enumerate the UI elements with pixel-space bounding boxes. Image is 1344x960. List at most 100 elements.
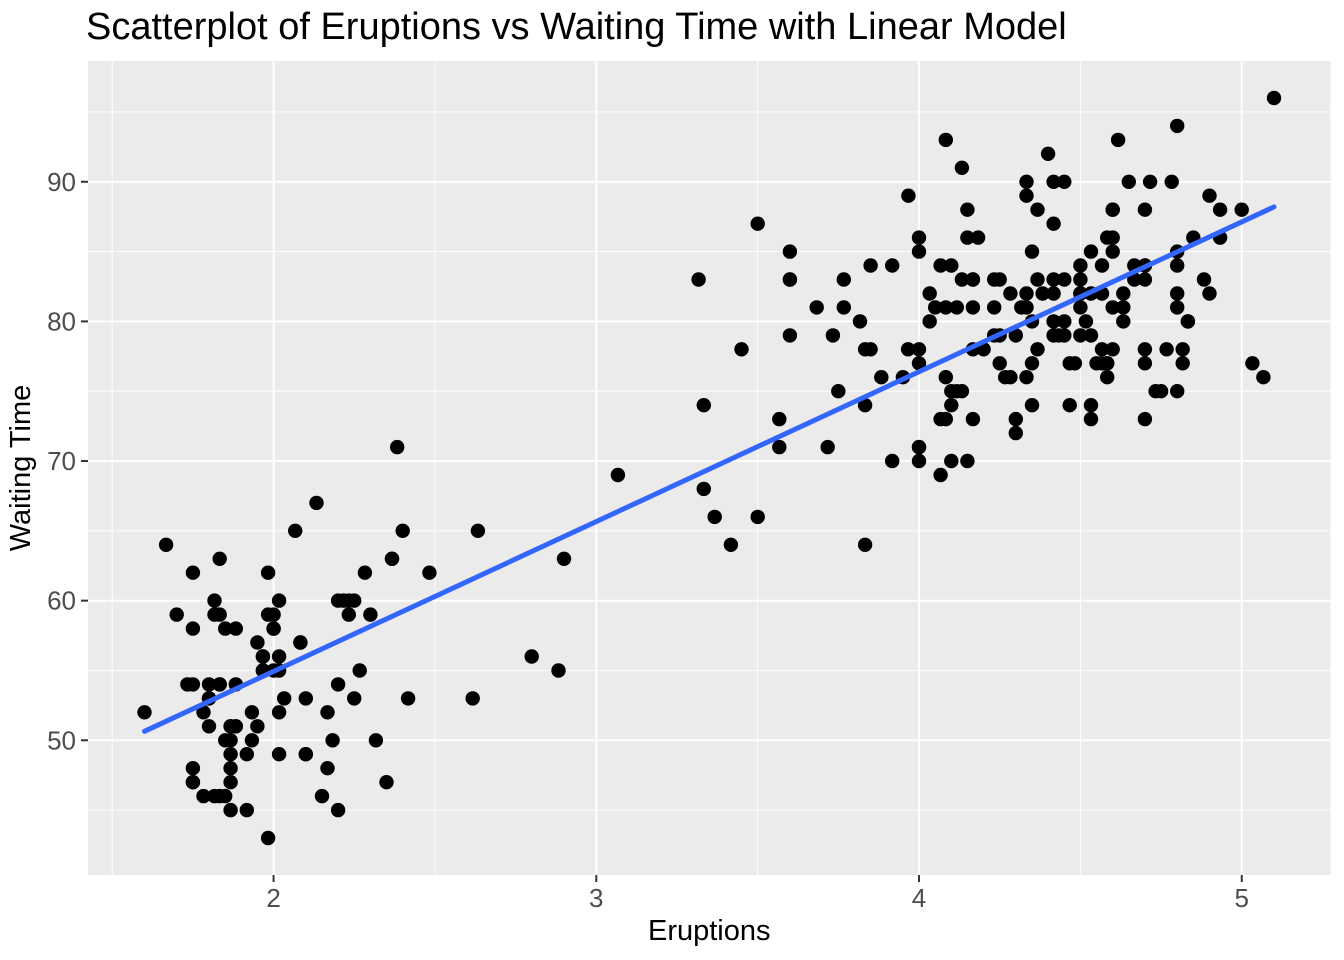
data-point [1046,328,1061,343]
y-tick-label: 90 [47,167,76,197]
data-point [772,439,787,455]
data-point [1083,328,1099,343]
data-point [524,649,539,664]
data-point [734,342,749,357]
data-point [185,775,201,790]
data-point [960,230,975,245]
data-point [825,328,841,343]
y-tick-label: 50 [47,725,76,755]
data-point [1019,286,1034,301]
data-point [1083,244,1099,259]
data-point [330,677,346,692]
data-point [1137,272,1153,287]
data-point [363,607,378,622]
data-point [309,495,324,511]
data-point [260,565,276,580]
data-point [911,356,927,371]
chart-title: Scatterplot of Eruptions vs Waiting Time… [86,6,1067,48]
data-point [885,258,900,273]
data-point [911,342,927,357]
data-point [911,453,927,469]
data-point [185,565,201,580]
data-point [938,370,953,385]
data-point [1078,314,1094,329]
data-point [852,314,868,329]
data-point [949,300,964,315]
data-point [1073,300,1088,315]
data-point [277,691,292,706]
data-point [1003,286,1018,301]
data-point [384,551,400,566]
data-point [347,691,362,706]
data-point [911,439,927,455]
data-point [239,802,254,818]
data-point [1030,272,1045,287]
data-point [1170,286,1185,301]
data-point [944,258,959,273]
data-point [809,300,824,315]
data-point [1153,384,1169,399]
data-point [1137,342,1153,357]
y-tick-label: 70 [47,446,76,476]
data-point [938,300,953,315]
x-tick-label: 5 [1235,883,1249,913]
data-point [965,300,981,315]
data-point [1057,314,1072,329]
data-point [293,635,308,650]
data-point [911,244,927,259]
data-point [1110,132,1126,148]
data-point [900,342,916,357]
data-point [960,202,975,217]
data-point [341,607,356,622]
data-point [1234,202,1249,217]
data-point [158,537,174,552]
data-point [954,160,970,175]
data-point [610,467,626,483]
data-point [320,705,335,720]
data-point [422,565,437,580]
data-point [782,328,798,343]
data-point [954,272,970,287]
data-point [1105,342,1120,357]
data-point [1019,370,1034,385]
data-point [938,132,953,148]
data-point [992,356,1007,371]
data-point [922,286,937,301]
data-point [201,719,217,734]
data-point [1057,174,1072,189]
data-point [1170,258,1185,273]
data-point [1019,300,1034,315]
data-point [1008,328,1023,343]
data-point [223,761,238,776]
data-point [239,747,254,762]
data-point [1083,411,1099,427]
data-point [1030,342,1045,357]
data-point [750,509,765,525]
data-point [1175,342,1190,357]
data-point [1062,398,1077,413]
data-point [1040,146,1056,161]
data-point [911,230,927,245]
data-point [250,719,265,734]
data-point [707,509,722,525]
data-point [1046,174,1061,189]
data-point [1116,286,1131,301]
data-point [196,788,211,804]
data-point [212,551,227,566]
data-point [218,788,233,804]
data-point [933,258,948,273]
data-point [1105,244,1120,259]
data-point [314,788,330,804]
data-point [1019,174,1034,189]
data-point [1116,300,1131,315]
data-point [836,300,851,315]
data-point [266,621,281,636]
data-point [1073,272,1088,287]
data-point [223,775,238,790]
data-point [944,398,959,413]
data-point [1170,384,1185,399]
data-point [1057,328,1072,343]
x-tick-label: 3 [589,883,603,913]
data-point [944,384,959,399]
data-point [1024,398,1040,413]
